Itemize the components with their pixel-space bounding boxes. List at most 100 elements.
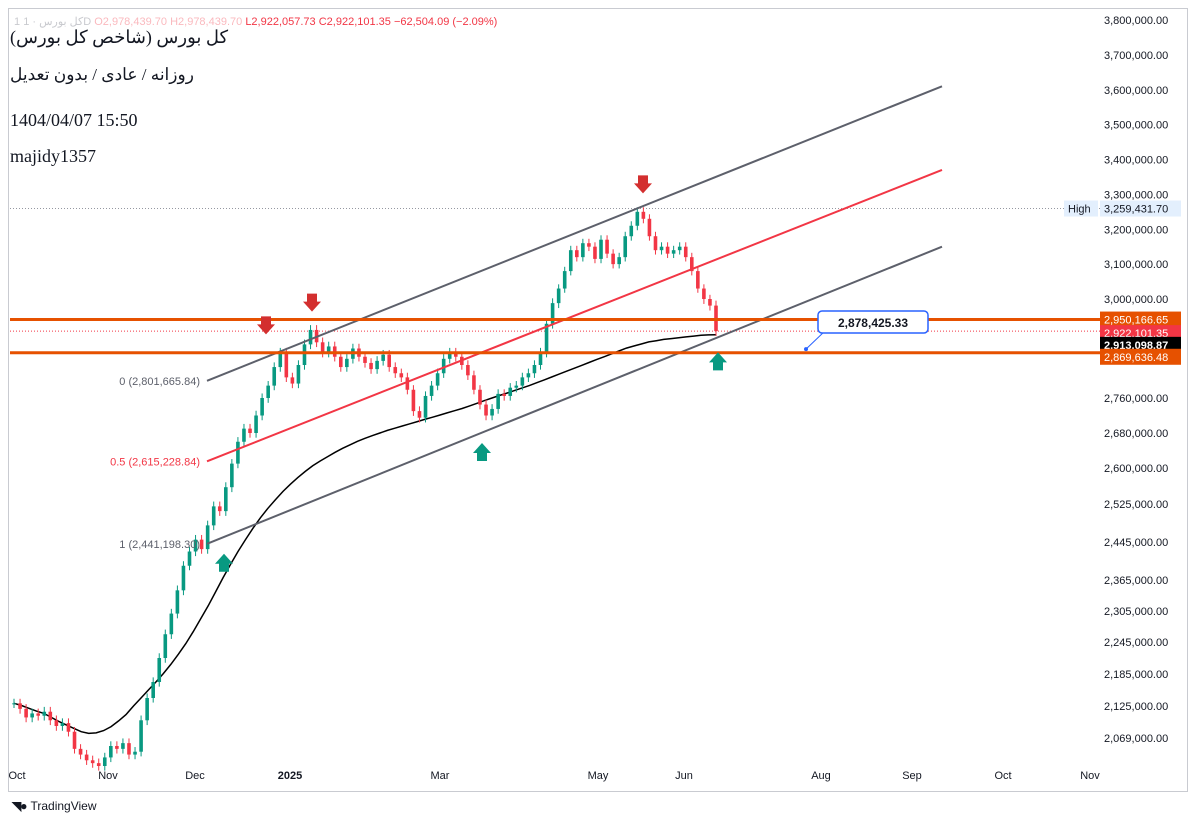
candle-body[interactable]	[521, 377, 525, 385]
note-datetime[interactable]: 1404/04/07 15:50	[10, 110, 138, 131]
candle-body[interactable]	[127, 743, 131, 754]
candle-body[interactable]	[55, 720, 59, 726]
candle-body[interactable]	[605, 240, 609, 254]
candle-body[interactable]	[514, 386, 518, 388]
candle-body[interactable]	[133, 752, 137, 755]
candle-body[interactable]	[654, 236, 658, 250]
candle-body[interactable]	[539, 353, 543, 365]
candle-body[interactable]	[163, 634, 167, 658]
candle-body[interactable]	[436, 373, 440, 385]
candle-body[interactable]	[375, 361, 379, 369]
candle-body[interactable]	[206, 525, 210, 549]
candle-body[interactable]	[188, 552, 192, 566]
candle-body[interactable]	[648, 219, 652, 236]
candle-body[interactable]	[508, 388, 512, 396]
candle-body[interactable]	[478, 390, 482, 405]
candle-body[interactable]	[702, 289, 706, 299]
candle-body[interactable]	[278, 353, 282, 367]
candle-body[interactable]	[260, 398, 264, 416]
candle-body[interactable]	[617, 257, 621, 264]
candle-body[interactable]	[339, 357, 343, 367]
candle-body[interactable]	[575, 250, 579, 257]
footer-branding[interactable]: ◥● TradingView	[12, 799, 97, 813]
candle-body[interactable]	[97, 763, 101, 766]
candle-body[interactable]	[593, 247, 597, 259]
candle-body[interactable]	[254, 416, 258, 434]
candle-body[interactable]	[242, 429, 246, 442]
candle-body[interactable]	[660, 247, 664, 250]
candle-body[interactable]	[12, 703, 16, 704]
candle-body[interactable]	[406, 377, 410, 389]
moving-average-line[interactable]	[14, 335, 716, 734]
candle-body[interactable]	[285, 353, 289, 378]
candle-body[interactable]	[309, 330, 313, 344]
candle-body[interactable]	[49, 712, 53, 721]
candle-body[interactable]	[212, 506, 216, 525]
candle-body[interactable]	[490, 409, 494, 416]
candle-body[interactable]	[236, 442, 240, 464]
candle-body[interactable]	[418, 411, 422, 418]
candle-body[interactable]	[91, 760, 95, 763]
candle-body[interactable]	[496, 394, 500, 409]
candle-body[interactable]	[393, 367, 397, 373]
candle-body[interactable]	[472, 375, 476, 389]
candle-body[interactable]	[387, 355, 391, 367]
candle-body[interactable]	[224, 487, 228, 511]
candle-body[interactable]	[400, 373, 404, 377]
candle-body[interactable]	[24, 709, 28, 718]
candle-body[interactable]	[363, 357, 367, 363]
candle-body[interactable]	[103, 757, 107, 766]
candle-body[interactable]	[678, 247, 682, 250]
candle-body[interactable]	[79, 749, 83, 755]
candle-body[interactable]	[272, 367, 276, 386]
candle-body[interactable]	[42, 712, 46, 716]
candle-body[interactable]	[412, 390, 416, 411]
candle-body[interactable]	[151, 682, 155, 698]
candle-body[interactable]	[424, 396, 428, 418]
candle-body[interactable]	[18, 703, 22, 709]
channel-lower-line[interactable]	[207, 247, 942, 544]
candle-body[interactable]	[502, 394, 506, 396]
candle-body[interactable]	[321, 342, 325, 352]
candle-body[interactable]	[684, 247, 688, 257]
candle-body[interactable]	[61, 723, 65, 726]
candle-body[interactable]	[527, 373, 531, 377]
candle-body[interactable]	[466, 365, 470, 375]
candle-body[interactable]	[666, 247, 670, 254]
candle-body[interactable]	[73, 732, 77, 749]
candle-body[interactable]	[230, 464, 234, 488]
candle-body[interactable]	[85, 755, 89, 761]
note-title[interactable]: كل بورس (شاخص كل بورس)	[10, 27, 228, 48]
candle-body[interactable]	[484, 405, 488, 416]
candle-body[interactable]	[569, 250, 573, 271]
note-author[interactable]: majidy1357	[10, 146, 96, 167]
candle-body[interactable]	[369, 363, 373, 369]
candle-body[interactable]	[533, 365, 537, 373]
candle-body[interactable]	[291, 377, 295, 383]
candle-body[interactable]	[708, 299, 712, 306]
candle-body[interactable]	[218, 506, 222, 511]
candle-body[interactable]	[145, 698, 149, 720]
candle-body[interactable]	[115, 746, 119, 749]
candle-body[interactable]	[345, 359, 349, 367]
candle-body[interactable]	[581, 243, 585, 257]
candle-body[interactable]	[200, 540, 204, 550]
candle-body[interactable]	[629, 226, 633, 236]
candle-body[interactable]	[139, 720, 143, 751]
candle-body[interactable]	[121, 743, 125, 749]
candle-body[interactable]	[182, 566, 186, 591]
candle-body[interactable]	[157, 658, 161, 682]
candle-body[interactable]	[696, 271, 700, 288]
candle-body[interactable]	[381, 355, 385, 361]
candle-body[interactable]	[611, 254, 615, 264]
candle-body[interactable]	[587, 243, 591, 246]
candle-body[interactable]	[557, 289, 561, 304]
candle-body[interactable]	[672, 250, 676, 253]
candle-body[interactable]	[599, 240, 603, 259]
candle-body[interactable]	[109, 746, 113, 757]
candle-body[interactable]	[170, 614, 174, 635]
candle-body[interactable]	[303, 344, 307, 365]
channel-upper-line[interactable]	[207, 86, 942, 381]
candle-body[interactable]	[563, 271, 567, 288]
